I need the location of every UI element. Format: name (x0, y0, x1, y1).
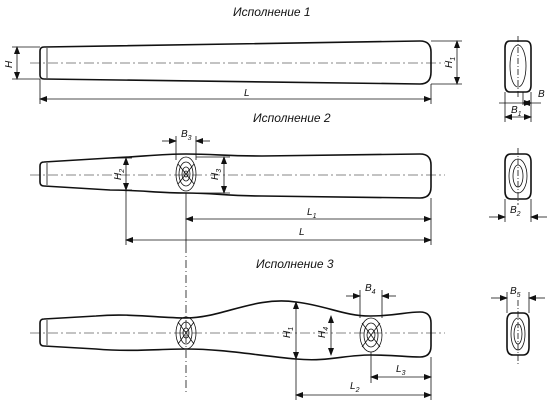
grain-pattern-3b (359, 317, 383, 353)
svg-text:B5: B5 (510, 286, 521, 299)
dim-H2-label: H (113, 172, 124, 180)
svg-text:L3: L3 (396, 364, 406, 377)
dim-L1-label: L (307, 207, 313, 218)
dim-B3-label: B (181, 129, 188, 140)
grain-pattern-2 (175, 156, 197, 192)
dim-L-mid: L (125, 190, 432, 245)
section-1: B B1 (499, 36, 545, 122)
dim-B1-label: B (511, 105, 518, 116)
dim-H-label: H (4, 60, 15, 68)
dim-B4: B4 (346, 283, 396, 318)
dim-H1-v3: H1 (282, 301, 299, 360)
variant-1-title: Исполнение 1 (233, 5, 311, 19)
dim-B2-label: B (510, 205, 517, 216)
dim-L2-label: L (350, 381, 356, 392)
dim-L-top: L (39, 79, 432, 104)
dim-H4: H4 (317, 315, 334, 356)
svg-text:L2: L2 (350, 381, 360, 394)
dim-B-label: B (538, 89, 545, 100)
svg-text:L1: L1 (307, 207, 317, 220)
dim-L-label: L (244, 88, 250, 99)
svg-text:H2: H2 (113, 169, 126, 180)
svg-text:H3: H3 (210, 169, 223, 180)
dim-L2: L2 (295, 359, 432, 400)
svg-text:B4: B4 (365, 283, 376, 296)
svg-text:B1: B1 (511, 105, 522, 118)
handle-2-side-view (30, 153, 445, 199)
dim-B3: B3 (162, 129, 210, 160)
dim-L3-label: L (396, 364, 402, 375)
dim-H1-v3-label: H (282, 330, 293, 338)
variant-3: Исполнение 3 H1 H4 (30, 257, 545, 400)
svg-text:H1: H1 (444, 57, 457, 68)
svg-text:H1: H1 (282, 327, 295, 338)
dim-H3: H3 (196, 156, 230, 194)
dim-L1: L1 (185, 193, 432, 245)
section-3: B5 (491, 286, 545, 364)
svg-text:H4: H4 (317, 327, 330, 338)
dim-H: H (4, 46, 40, 80)
section-2: B2 (489, 148, 547, 222)
handle-3-side-view (30, 300, 445, 361)
dim-L-mid-label: L (299, 227, 305, 238)
dim-B4-label: B (365, 283, 372, 294)
dim-H1: H1 (431, 40, 462, 85)
dim-H2: H2 (110, 157, 132, 191)
handle-1-side-view (30, 40, 445, 85)
variant-1: Исполнение 1 H H1 L (4, 5, 545, 122)
dim-H1-label: H (444, 60, 455, 68)
variant-3-title: Исполнение 3 (256, 257, 334, 271)
dim-L3: L3 (370, 352, 432, 400)
svg-text:B2: B2 (510, 205, 521, 218)
dim-H4-label: H (317, 330, 328, 338)
dim-H3-label: H (210, 172, 221, 180)
svg-text:B3: B3 (181, 129, 192, 142)
dim-B5-label: B (510, 286, 517, 297)
grain-pattern-3a (175, 316, 197, 350)
variant-2-title: Исполнение 2 (253, 111, 331, 125)
variant-2: Исполнение 2 B3 H2 (30, 111, 547, 245)
